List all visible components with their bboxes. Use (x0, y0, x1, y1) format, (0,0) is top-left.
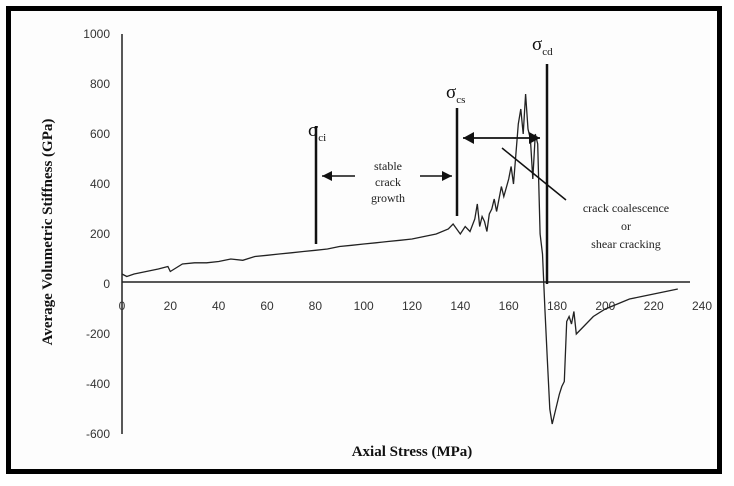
y-tick-label: 600 (90, 127, 110, 141)
x-tick-label: 60 (260, 299, 274, 313)
sigma-cs-label: σcs (446, 82, 465, 106)
x-tick-label: 180 (547, 299, 567, 313)
series-line (121, 93, 678, 425)
stable-arrowhead-left (322, 171, 332, 181)
stable-label-line2: crack (375, 175, 401, 189)
y-tick-label: -600 (86, 427, 110, 441)
x-tick-label: 220 (644, 299, 664, 313)
coalescence-pointer (501, 147, 567, 201)
y-tick-label: 200 (90, 227, 110, 241)
x-tick-labels: 0 20 40 60 80 100 120 140 160 180 200 220 240 (119, 299, 713, 313)
x-tick-label: 100 (354, 299, 374, 313)
y-tick-labels: -600 -400 -200 0 200 400 600 800 1000 (83, 27, 110, 441)
cs-cd-arrowhead-left (463, 132, 474, 144)
x-tick-label: 80 (309, 299, 323, 313)
coalescence-label-line3: shear cracking (591, 237, 661, 251)
cs-cd-arrowhead-right (529, 132, 540, 144)
y-tick-label: -400 (86, 377, 110, 391)
stable-label-line3: growth (371, 191, 405, 205)
x-tick-label: 240 (692, 299, 712, 313)
x-tick-label: 0 (119, 299, 126, 313)
y-tick-label: 800 (90, 77, 110, 91)
x-tick-label: 120 (402, 299, 422, 313)
x-axis-label: Axial Stress (MPa) (352, 444, 473, 460)
coalescence-label-line2: or (621, 219, 631, 233)
x-tick-label: 20 (164, 299, 178, 313)
x-tick-label: 200 (595, 299, 615, 313)
sigma-cd-label: σcd (532, 34, 553, 58)
chart-frame (6, 6, 722, 474)
y-axis-label: Average Volumetric Stiffness (GPa) (40, 119, 56, 346)
x-tick-label: 40 (212, 299, 226, 313)
y-tick-label: -200 (86, 327, 110, 341)
stable-label-line1: stable (374, 159, 402, 173)
y-tick-label: 400 (90, 177, 110, 191)
x-tick-label: 140 (450, 299, 470, 313)
y-tick-label: 1000 (83, 27, 110, 41)
y-tick-label: 0 (103, 277, 110, 291)
x-tick-label: 160 (499, 299, 519, 313)
stable-arrowhead-right (442, 171, 452, 181)
coalescence-label-line1: crack coalescence (583, 201, 669, 215)
sigma-ci-label: σci (308, 120, 326, 144)
